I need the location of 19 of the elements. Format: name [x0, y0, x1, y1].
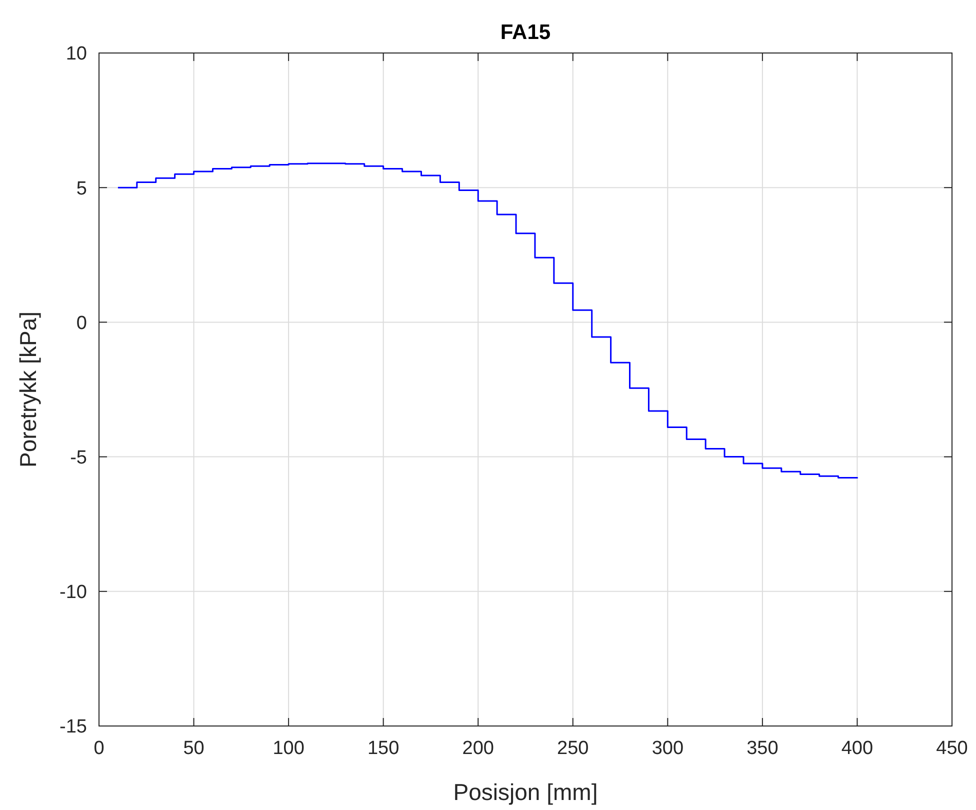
- x-tick-label: 400: [841, 738, 874, 759]
- y-tick-label: 10: [66, 44, 87, 65]
- y-tick-label: -10: [60, 582, 87, 604]
- x-tick-label: 0: [94, 738, 104, 759]
- x-axis-title: Posisjon [mm]: [453, 779, 598, 805]
- y-tick-label: 5: [76, 178, 87, 200]
- x-tick-label: 100: [272, 738, 304, 759]
- y-tick-label: 0: [76, 312, 87, 334]
- chart-title: FA15: [500, 21, 551, 44]
- x-tick-label: 50: [183, 738, 204, 759]
- x-tick-label: 150: [367, 738, 400, 759]
- x-tick-label: 350: [746, 738, 778, 759]
- x-tick-label: 200: [462, 738, 494, 759]
- x-tick-label: 300: [652, 738, 684, 759]
- y-axis-title: Poretrykk [kPa]: [15, 312, 41, 468]
- x-tick-label: 450: [936, 738, 968, 759]
- y-tick-label: -5: [70, 447, 87, 468]
- x-tick-label: 250: [557, 738, 589, 759]
- y-tick-label: -15: [60, 716, 87, 738]
